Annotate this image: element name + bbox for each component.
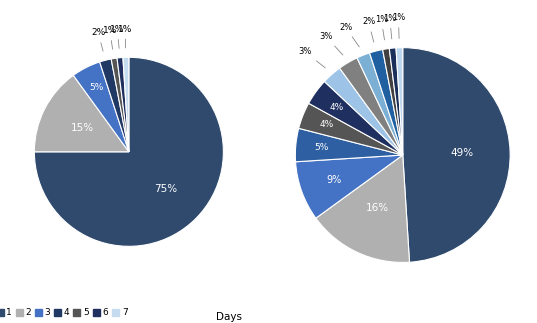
Text: 1%: 1%	[375, 15, 388, 40]
Text: 16%: 16%	[366, 203, 389, 214]
Text: 15%: 15%	[71, 123, 94, 133]
Text: 5%: 5%	[314, 143, 329, 152]
Wedge shape	[295, 155, 403, 218]
Wedge shape	[295, 128, 403, 162]
Wedge shape	[383, 48, 403, 155]
Text: 5%: 5%	[89, 83, 104, 92]
Text: 2%: 2%	[339, 23, 359, 47]
Text: 2%: 2%	[91, 28, 105, 51]
Wedge shape	[369, 49, 403, 155]
Wedge shape	[34, 57, 223, 246]
Wedge shape	[111, 58, 129, 152]
Text: 4%: 4%	[330, 103, 344, 111]
Text: 2%: 2%	[362, 17, 375, 42]
Text: 1%: 1%	[383, 14, 396, 39]
Text: 4%: 4%	[320, 120, 334, 130]
Wedge shape	[100, 59, 129, 152]
Wedge shape	[339, 58, 403, 155]
Text: Days: Days	[216, 312, 242, 322]
Wedge shape	[309, 81, 403, 155]
Text: 75%: 75%	[154, 183, 177, 193]
Wedge shape	[389, 48, 403, 155]
Text: 3%: 3%	[320, 32, 343, 55]
Legend: 1, 2, 3, 4, 5, 6, 7: 1, 2, 3, 4, 5, 6, 7	[0, 308, 127, 318]
Wedge shape	[357, 53, 403, 155]
Wedge shape	[34, 75, 129, 152]
Text: 9%: 9%	[326, 175, 342, 185]
Wedge shape	[74, 62, 129, 152]
Wedge shape	[316, 155, 410, 263]
Text: 1%: 1%	[392, 13, 405, 38]
Wedge shape	[324, 68, 403, 155]
Text: 3%: 3%	[299, 47, 325, 68]
Text: 49%: 49%	[450, 148, 473, 158]
Wedge shape	[117, 57, 129, 152]
Text: 1%: 1%	[103, 26, 117, 49]
Text: 1%: 1%	[110, 25, 125, 48]
Wedge shape	[396, 47, 403, 155]
Text: 1%: 1%	[118, 25, 132, 48]
Wedge shape	[123, 57, 129, 152]
Wedge shape	[299, 103, 403, 155]
Wedge shape	[403, 47, 510, 262]
